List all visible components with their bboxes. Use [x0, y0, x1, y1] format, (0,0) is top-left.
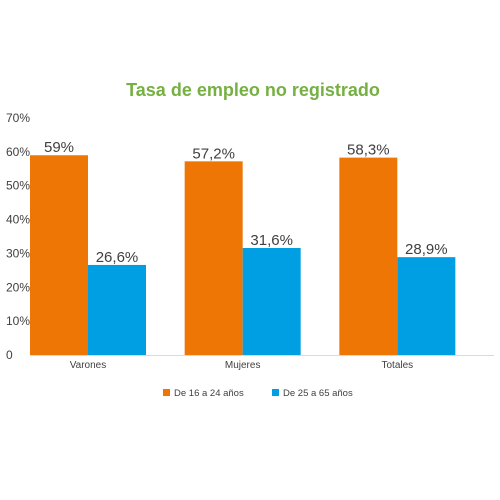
data-label: 57,2%	[192, 145, 235, 162]
y-tick-label: 0	[6, 348, 13, 362]
x-tick-label: Mujeres	[225, 360, 261, 371]
bars	[30, 155, 456, 355]
y-tick-label: 60%	[6, 145, 30, 159]
y-tick-label: 10%	[6, 314, 30, 328]
y-tick-label: 50%	[6, 179, 30, 193]
bar-mujeres-series-1	[184, 161, 243, 355]
x-axis: Varones Mujeres Totales	[70, 360, 413, 371]
bar-varones-series-2	[88, 264, 146, 355]
y-tick-label: 20%	[6, 280, 30, 294]
data-label: 59%	[44, 139, 74, 156]
bar-totales-series-2	[397, 257, 456, 355]
bar-varones-series-1	[30, 155, 88, 355]
y-tick-label: 40%	[6, 213, 30, 227]
y-tick-label: 70%	[6, 111, 30, 125]
x-tick-label: Varones	[70, 360, 107, 371]
data-label: 58,3%	[347, 142, 390, 159]
y-axis: 0 10% 20% 30% 40% 50% 60% 70%	[6, 111, 30, 362]
legend: De 16 a 24 años De 25 a 65 años	[163, 388, 353, 399]
x-tick-label: Totales	[381, 360, 413, 371]
data-labels: 59% 26,6% 57,2% 31,6% 58,3% 28,9%	[44, 139, 448, 266]
data-label: 31,6%	[250, 232, 293, 249]
legend-label: De 16 a 24 años	[174, 388, 244, 399]
bar-totales-series-1	[339, 157, 398, 355]
chart-title: Tasa de empleo no registrado	[126, 80, 380, 100]
data-label: 28,9%	[405, 241, 448, 258]
data-label: 26,6%	[96, 249, 139, 266]
legend-label: De 25 a 65 años	[283, 388, 353, 399]
bar-mujeres-series-2	[242, 248, 301, 355]
legend-swatch	[163, 389, 170, 396]
legend-swatch	[272, 389, 279, 396]
y-tick-label: 30%	[6, 246, 30, 260]
